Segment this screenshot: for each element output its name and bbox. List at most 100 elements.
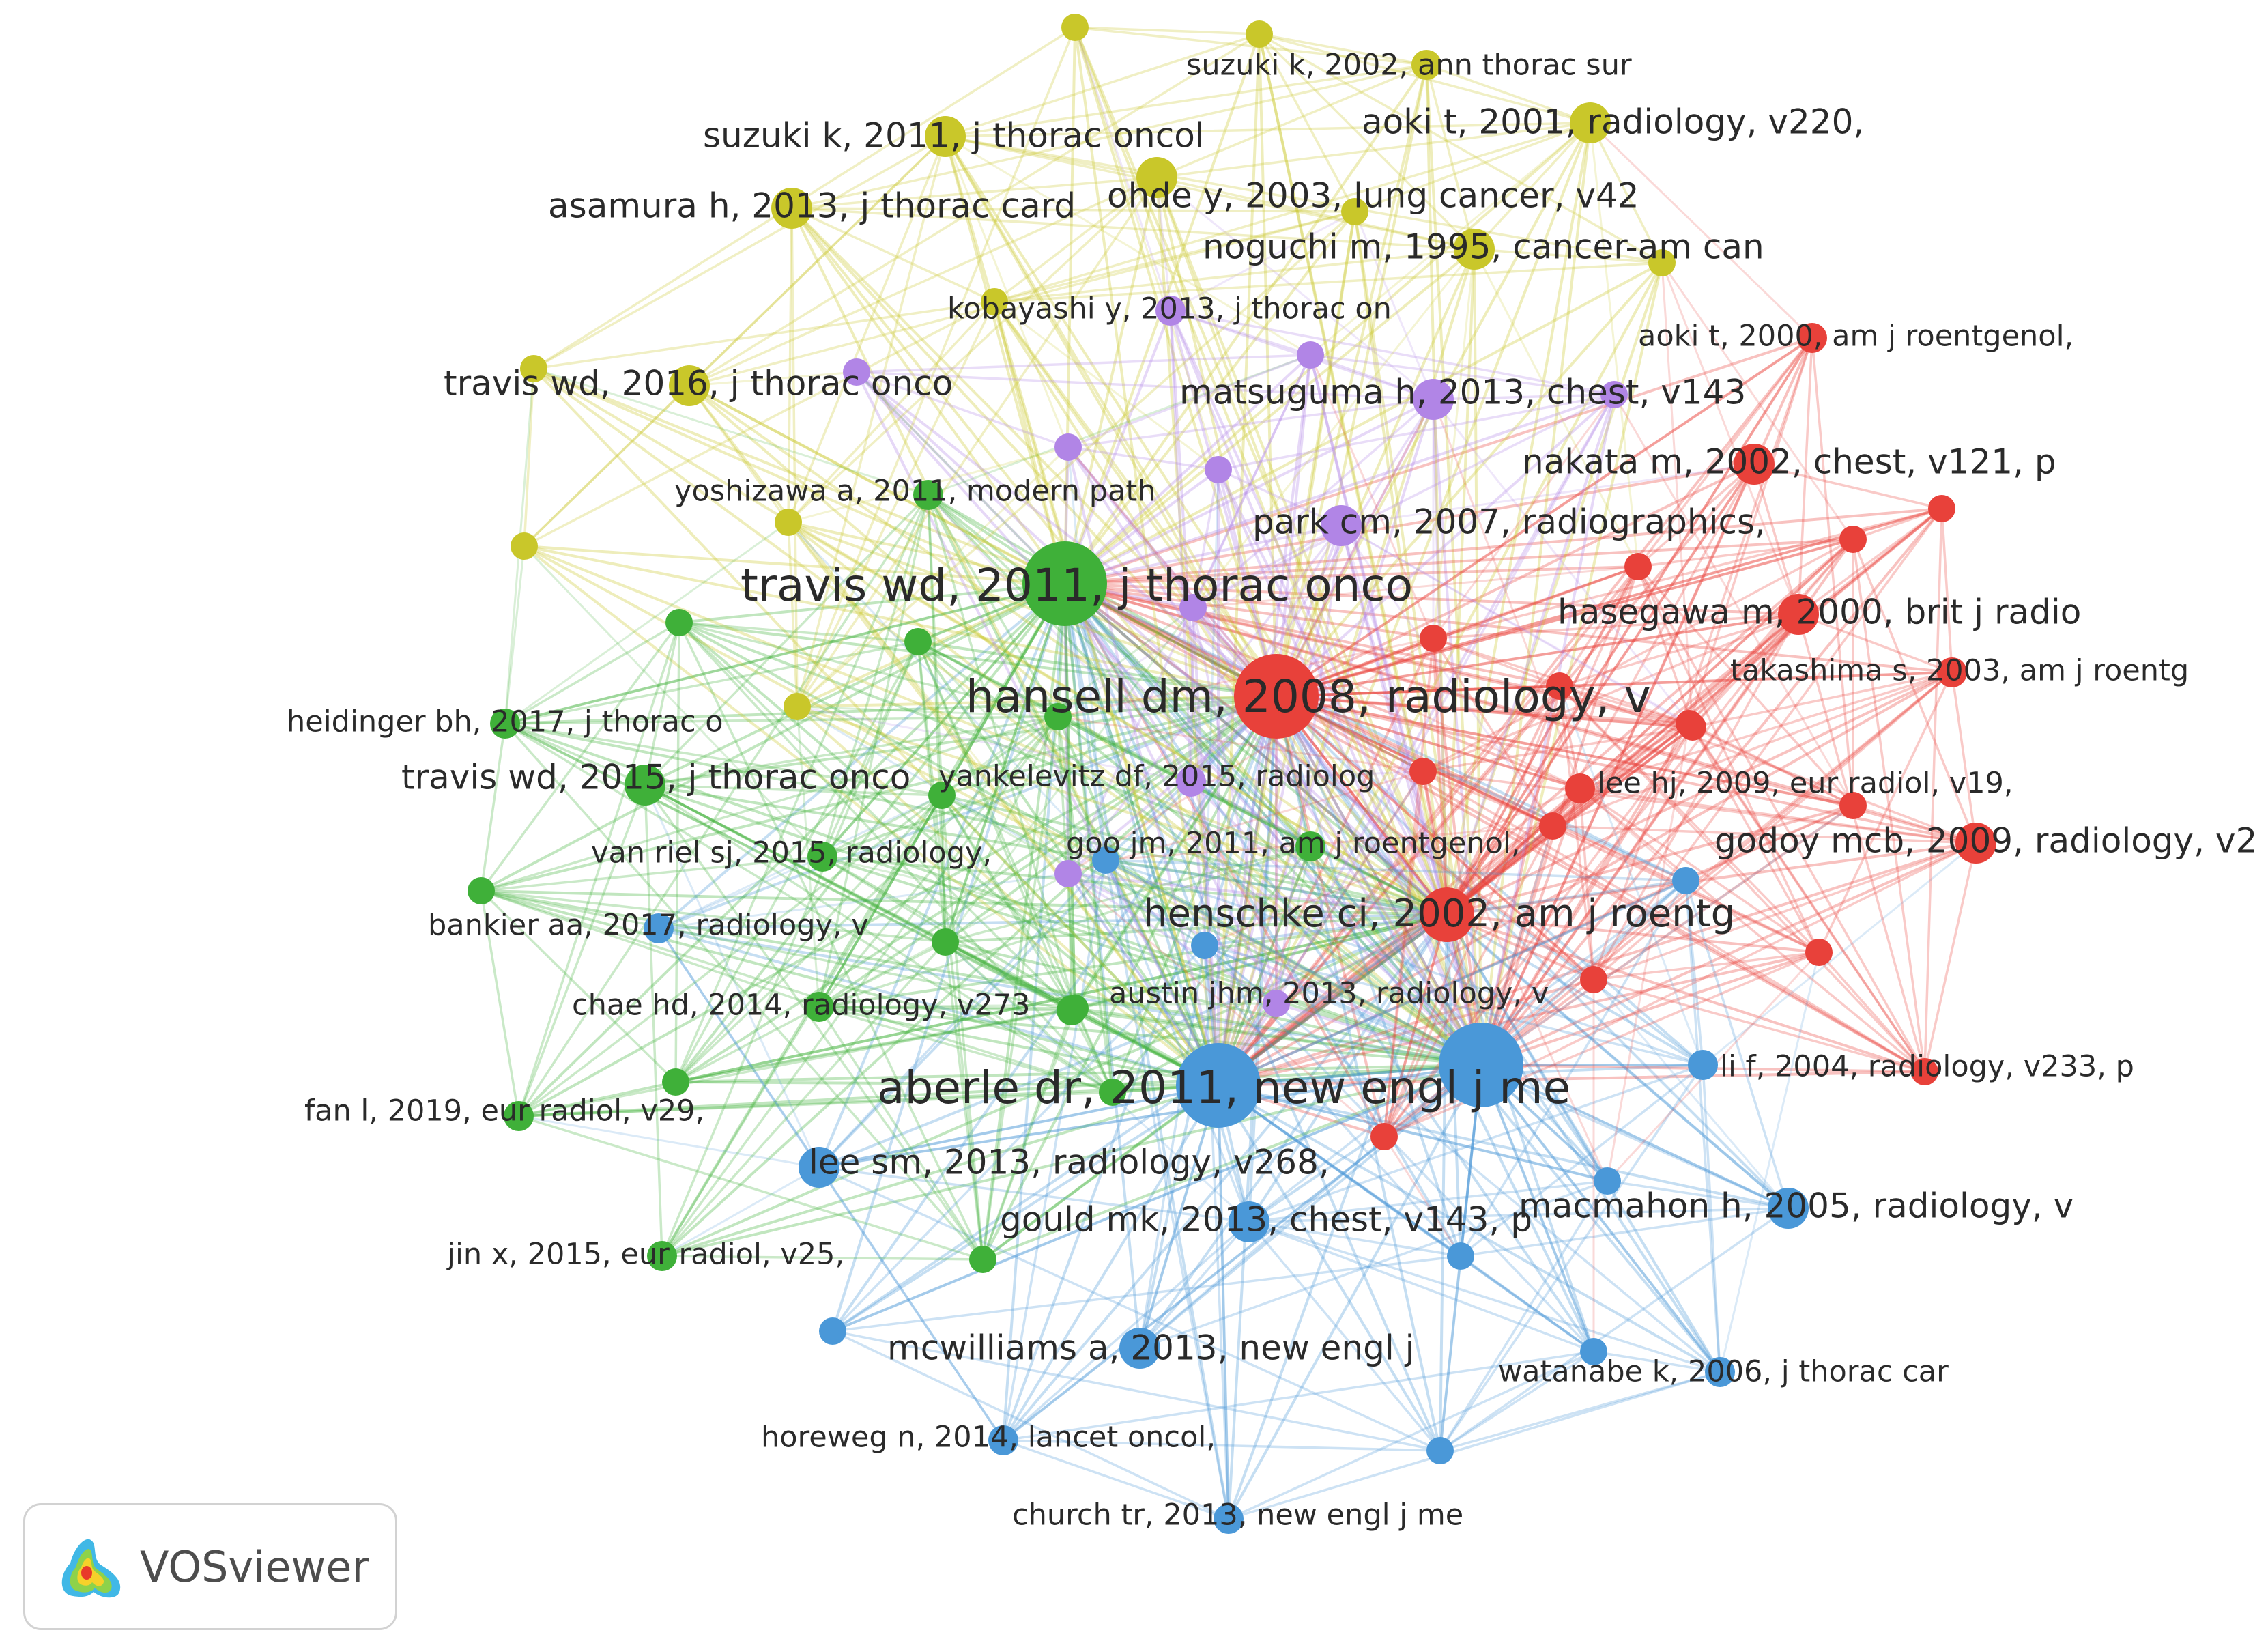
node-hasegawa2000[interactable] [1778,594,1819,635]
node-leesm2013[interactable] [799,1147,839,1188]
node-henschke2002[interactable] [1420,887,1474,942]
node-parkcm2007[interactable] [1321,505,1362,546]
node[interactable] [468,877,495,904]
node[interactable] [1600,381,1628,408]
node-aoki2001[interactable] [1570,102,1611,143]
node[interactable] [1928,495,1955,522]
node[interactable] [665,609,693,636]
node-yoshizawa2011[interactable] [913,480,943,510]
node[interactable] [784,693,811,720]
node[interactable] [1911,1058,1938,1085]
edge [1217,842,1977,1087]
node[interactable] [1341,198,1368,225]
node[interactable] [1594,1167,1621,1195]
node[interactable] [1426,1437,1454,1464]
node[interactable] [981,288,1008,315]
node[interactable] [1580,966,1607,993]
node-jin2015[interactable] [647,1241,677,1271]
node[interactable] [1099,1079,1126,1106]
node-ohde2003[interactable] [1136,157,1177,198]
node-matsuguma2013[interactable] [1413,379,1454,420]
node[interactable] [1839,792,1867,819]
node-goo2011[interactable] [1295,831,1325,861]
node[interactable] [520,355,547,382]
node-asamura2013[interactable] [771,188,812,229]
node[interactable] [1672,867,1699,894]
node-noguchi1995[interactable] [1454,229,1495,270]
node-aoki2000[interactable] [1797,323,1827,353]
node[interactable] [904,628,932,655]
node[interactable] [1054,860,1082,887]
node-leehj2009[interactable] [1565,773,1595,803]
node[interactable] [1191,932,1218,959]
node[interactable] [1839,526,1867,553]
edge [1579,787,1820,954]
node[interactable] [1054,433,1082,461]
node-nakata2002[interactable] [1734,444,1775,485]
node[interactable] [969,1246,996,1273]
node[interactable] [1246,20,1273,48]
edge [1439,1350,1595,1452]
node-yankelevitz2015[interactable] [1176,767,1206,797]
node[interactable] [932,928,959,956]
node[interactable] [1205,456,1232,483]
node[interactable] [928,782,956,809]
node-kobayashi2013[interactable] [1155,296,1186,326]
node[interactable] [1179,594,1207,621]
node[interactable] [1044,703,1072,730]
node[interactable] [662,1068,689,1096]
node-naidich[interactable] [1439,1023,1523,1107]
node[interactable] [1447,1242,1474,1270]
node[interactable] [1546,672,1573,700]
node[interactable] [775,509,802,536]
node-aberle2011[interactable] [1176,1043,1261,1128]
edge [1691,726,1820,954]
node[interactable] [1409,758,1437,785]
node-hansell2008[interactable] [1234,654,1319,739]
node[interactable] [1648,249,1676,276]
edge [674,794,943,1083]
node[interactable] [1263,990,1290,1017]
node[interactable] [1092,846,1119,874]
node-vanriel2015[interactable] [807,842,837,872]
node[interactable] [1539,812,1566,840]
node[interactable] [1580,1338,1607,1365]
node-suzuki2002[interactable] [1411,50,1441,80]
node[interactable] [1805,939,1833,966]
node-travis2016[interactable] [669,365,710,406]
node-lif2004[interactable] [1688,1050,1718,1080]
edge [1753,463,1800,616]
node[interactable] [1679,713,1706,741]
node-chae2014[interactable] [804,992,834,1022]
edge [532,367,1278,698]
node[interactable] [1624,553,1652,580]
node[interactable] [1370,1123,1398,1150]
node-fan2019[interactable] [504,1101,534,1131]
node[interactable] [1420,625,1447,652]
edge [944,941,1073,1012]
node[interactable] [819,1317,846,1345]
node-godoy2009[interactable] [1955,823,1996,864]
node-travis2015[interactable] [625,765,665,806]
node-label-travis2016: travis wd, 2016, j thorac onco [444,364,953,403]
node-horeweg2014[interactable] [988,1425,1018,1455]
node-austin2013[interactable] [1057,995,1087,1025]
node-macmahon2005[interactable] [1768,1188,1809,1229]
node-suzuki2011[interactable] [925,116,966,157]
node[interactable] [1297,341,1324,369]
node[interactable] [511,532,538,560]
edge [1446,122,1592,916]
node-heidinger2017[interactable] [490,709,520,739]
node-church2013[interactable] [1214,1504,1244,1534]
edge [1661,261,1800,616]
node-watanabe2006[interactable] [1705,1357,1735,1387]
node[interactable] [843,358,870,386]
node-mcwilliams2013[interactable] [1119,1328,1160,1369]
node-takashima2003[interactable] [1937,657,1967,687]
node-bankier2017[interactable] [644,913,674,943]
node-travis2011[interactable] [1022,541,1107,626]
edge [1063,393,1616,585]
edge [1138,695,1278,1350]
node[interactable] [1061,14,1089,41]
node-gould2013[interactable] [1229,1201,1269,1242]
